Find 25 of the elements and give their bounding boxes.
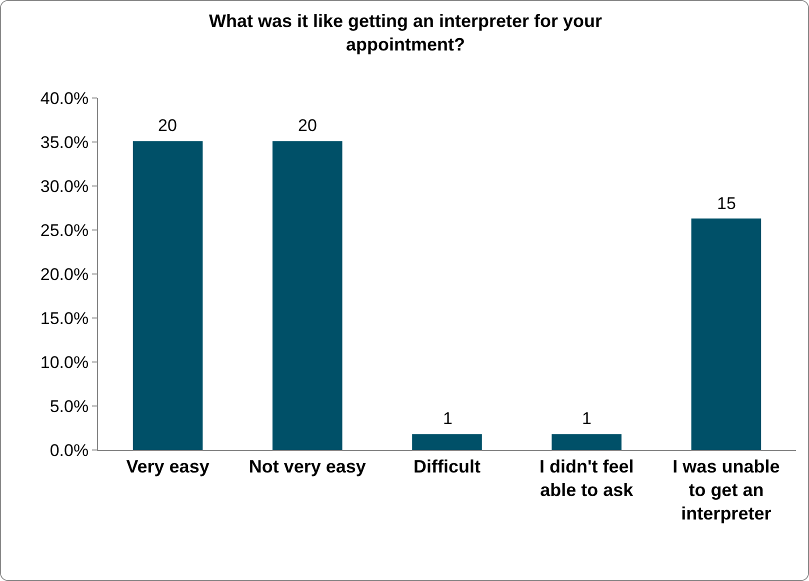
bar [272, 141, 342, 450]
bar [552, 434, 622, 450]
y-tick-label: 5.0% [50, 396, 89, 416]
x-tick-label: I was unable to get an interpreter [672, 456, 780, 524]
y-tick-label: 30.0% [40, 176, 89, 196]
bar [132, 141, 203, 450]
y-tick-label: 10.0% [40, 352, 89, 372]
annotation: 15 [717, 194, 736, 213]
x-tick-label: Not very easy [248, 456, 366, 477]
annotation: 20 [298, 116, 317, 135]
y-tick-label: 20.0% [40, 264, 89, 284]
bar [412, 434, 482, 450]
x-tick-label: I didn't feel able to ask [539, 456, 634, 500]
annotation: 1 [582, 409, 592, 428]
annotation: 1 [443, 409, 452, 428]
chart-title: What was it like getting an interpreter for your appointment? [208, 11, 602, 55]
y-tick-label: 40.0% [40, 88, 89, 108]
y-tick-label: 15.0% [40, 308, 89, 328]
x-tick-label: Difficult [414, 456, 480, 477]
y-tick-label: 0.0% [50, 440, 89, 460]
x-tick-label: Very easy [126, 456, 210, 477]
y-tick-label: 35.0% [40, 132, 89, 152]
y-tick-label: 25.0% [40, 220, 89, 240]
bar [691, 218, 762, 450]
annotation: 20 [158, 116, 177, 135]
